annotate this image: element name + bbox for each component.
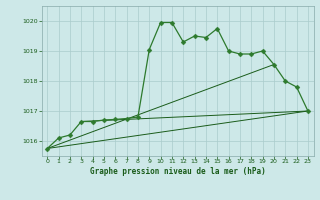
X-axis label: Graphe pression niveau de la mer (hPa): Graphe pression niveau de la mer (hPa) [90, 167, 266, 176]
